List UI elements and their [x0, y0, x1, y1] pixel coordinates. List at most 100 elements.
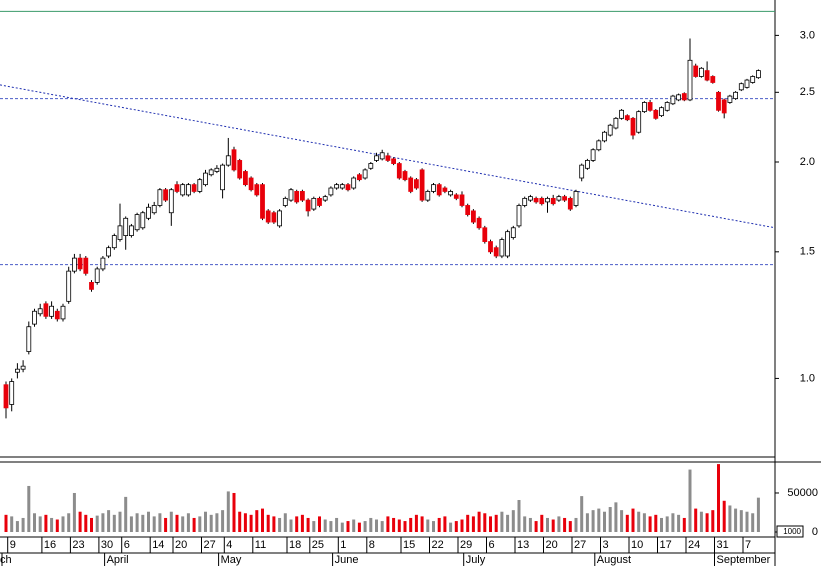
volume-bar: [21, 517, 25, 532]
volume-bar: [169, 511, 173, 532]
volume-bar: [243, 513, 247, 532]
volume-bar: [620, 510, 624, 532]
volume-bar: [198, 516, 202, 532]
volume-bar: [699, 511, 703, 532]
candle-body: [277, 210, 283, 227]
month-label: May: [221, 554, 242, 566]
volume-bar: [466, 514, 470, 532]
candle-body: [231, 149, 237, 171]
candle-body: [339, 184, 345, 189]
volume-bar: [152, 516, 156, 532]
candle-body: [670, 95, 676, 105]
candle-body: [493, 247, 499, 257]
volume-bar: [546, 517, 549, 532]
x-tick-label: 6: [489, 539, 495, 551]
volume-bar: [386, 516, 390, 532]
candle-body: [237, 160, 243, 179]
volume-bar: [728, 505, 732, 532]
volume-bar: [409, 517, 413, 532]
candle-body: [3, 384, 9, 409]
volume-bar: [677, 514, 681, 532]
volume-bar: [517, 500, 521, 532]
candle-body: [94, 268, 100, 283]
volume-bar: [118, 511, 122, 532]
candle-body: [128, 225, 134, 236]
volume-bar: [329, 521, 333, 532]
candle-body: [567, 197, 573, 210]
candle-body: [83, 257, 89, 274]
volume-bar: [471, 516, 475, 532]
volume-bar: [688, 469, 692, 532]
candle-body: [328, 187, 334, 196]
volume-bar: [141, 514, 145, 532]
candle-body: [664, 102, 670, 111]
volume-bar: [557, 516, 561, 532]
y-tick-label: 1.0: [800, 372, 815, 384]
candle-body: [106, 247, 111, 257]
volume-bar: [654, 514, 658, 532]
volume-bar: [289, 519, 293, 532]
plot-area: [0, 10, 775, 532]
volume-bar: [90, 517, 93, 532]
x-tick-label: 16: [44, 539, 56, 551]
candle-body: [334, 184, 340, 189]
x-tick-label: 9: [10, 539, 16, 551]
candle-body: [579, 164, 585, 179]
volume-bar: [603, 511, 606, 532]
candle-body: [402, 171, 408, 181]
x-tick-label: 17: [660, 539, 672, 551]
x-tick-label: 29: [460, 539, 472, 551]
candle-body: [368, 163, 374, 169]
x-tick-label: 23: [72, 539, 84, 551]
candle-body: [453, 194, 459, 199]
volume-bar: [61, 516, 65, 532]
volume-bar: [403, 521, 407, 532]
volume-bar: [10, 516, 14, 532]
candle-body: [630, 117, 636, 136]
volume-bar: [414, 514, 418, 532]
candle-body: [185, 184, 191, 196]
volume-bar: [756, 497, 760, 532]
candle-body: [733, 91, 738, 100]
volume-bar: [204, 511, 207, 532]
candle-body: [687, 59, 693, 101]
volume-bar: [340, 522, 344, 532]
volume-bar: [135, 513, 139, 532]
candle-body: [43, 303, 49, 317]
volume-bar: [477, 511, 481, 532]
candle-body: [168, 189, 174, 214]
volume-bar: [175, 514, 179, 532]
volume-bar: [147, 511, 150, 532]
volume-bar: [682, 517, 686, 532]
candle-body: [242, 171, 248, 186]
candle-body: [60, 305, 66, 320]
candle-body: [596, 140, 602, 151]
volume-bar: [15, 521, 19, 532]
candle-body: [693, 65, 699, 77]
volume-bar: [671, 513, 675, 532]
volume-bar: [369, 517, 373, 532]
volume-bar: [55, 519, 59, 532]
volume-bar: [426, 519, 430, 532]
candle-body: [744, 79, 750, 88]
volume-bar: [694, 508, 698, 532]
candle-body: [619, 109, 624, 119]
volume-bar: [272, 516, 276, 532]
candle-body: [9, 381, 15, 405]
candle-body: [550, 197, 556, 205]
candle-body: [191, 184, 197, 192]
volume-bar: [164, 517, 168, 532]
volume-bar: [346, 521, 350, 532]
candle-body: [716, 91, 721, 111]
candle-body: [54, 310, 60, 320]
volume-bar: [158, 513, 162, 532]
x-tick-label: 4: [226, 539, 232, 551]
volume-bar: [420, 516, 424, 532]
candle-body: [197, 179, 203, 192]
candle-body: [174, 184, 180, 192]
volume-bar: [660, 517, 663, 532]
candle-body: [20, 365, 26, 370]
candle-body: [482, 227, 488, 242]
candle-body: [77, 257, 83, 270]
